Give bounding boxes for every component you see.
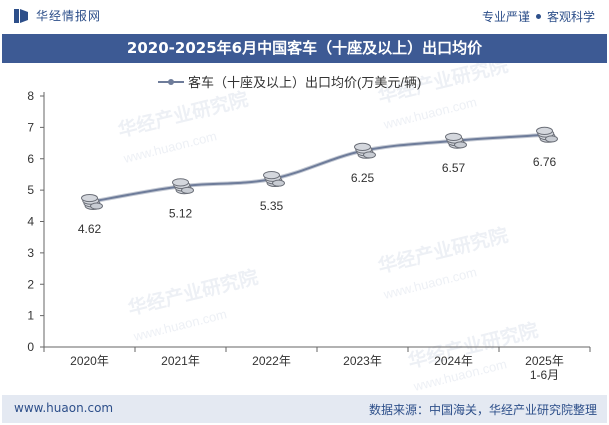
coin-icon (90, 202, 103, 210)
plot-area: 4.62 5.12 5.35 6.25 6.57 6.76 (78, 126, 558, 236)
data-label: 6.57 (442, 161, 466, 175)
x-tick-label: 2020年 (70, 354, 109, 368)
brand-logo-icon (14, 8, 28, 23)
data-label: 6.76 (533, 155, 557, 169)
coin-stack-icon (354, 142, 371, 152)
coin-icon (272, 179, 285, 187)
data-point-marker (81, 193, 103, 210)
data-label: 5.12 (169, 206, 193, 220)
data-point-marker (536, 126, 558, 143)
top-bar: 华经情报网 专业严谨 客观科学 (0, 0, 609, 34)
watermark-text: 华经产业研究院 (116, 87, 251, 141)
coin-icon (454, 141, 467, 149)
watermark: 华经产业研究院 www.huaon.com 华经产业研究院 www.huaon.… (116, 63, 541, 394)
slogan-left: 专业严谨 (481, 10, 530, 24)
y-tick-label: 3 (27, 246, 34, 260)
x-axis: 2020年 2021年 2022年 2023年 2024年 2025年 1-6月 (43, 346, 591, 382)
y-axis: 0 1 2 3 4 5 6 7 8 (27, 89, 45, 354)
coin-stack-icon (172, 178, 189, 187)
brand-name: 华经情报网 (36, 9, 102, 23)
x-tick-label: 2024年 (434, 354, 473, 368)
watermark-text: 华经产业研究院 (376, 223, 511, 277)
slogan: 专业严谨 客观科学 (482, 8, 595, 25)
footer: www.huaon.com 数据来源：中国海关，华经产业研究院整理 (2, 395, 607, 423)
data-point-marker (445, 132, 467, 149)
line-chart: 华经产业研究院 www.huaon.com 华经产业研究院 www.huaon.… (27, 63, 591, 394)
chart-legend: 客车（十座及以上）出口均价(万美元/辆) (158, 75, 421, 90)
coin-stack-icon (81, 193, 98, 203)
coin-stack-icon (263, 171, 280, 180)
coin-stack-icon (536, 126, 553, 136)
coin-icon (363, 151, 376, 159)
legend-marker-icon (168, 79, 174, 85)
data-label: 6.25 (351, 171, 375, 185)
footer-website: www.huaon.com (14, 401, 114, 415)
y-tick-label: 5 (27, 183, 34, 197)
data-label: 4.62 (78, 222, 102, 236)
x-tick-label: 2022年 (252, 354, 291, 368)
coin-stack-icon (445, 132, 462, 141)
y-tick-label: 4 (27, 215, 34, 229)
y-tick-label: 8 (27, 89, 34, 103)
watermark-text: 华经产业研究院 (126, 265, 261, 319)
brand: 华经情报网 (14, 7, 101, 24)
data-point-marker (172, 178, 194, 195)
footer-source: 数据来源：中国海关，华经产业研究院整理 (368, 403, 597, 417)
y-tick-label: 0 (27, 340, 34, 354)
x-tick-label: 2021年 (161, 354, 200, 368)
chart-title: 2020-2025年6月中国客车（十座及以上）出口均价 (2, 34, 607, 63)
legend-label: 客车（十座及以上）出口均价(万美元/辆) (188, 75, 421, 90)
x-tick-label: 2025年 1-6月 (525, 354, 564, 382)
coin-icon (545, 135, 558, 143)
y-tick-label: 6 (27, 152, 34, 166)
data-point-marker (354, 142, 376, 159)
y-tick-label: 2 (27, 277, 34, 291)
slogan-dot-icon (535, 14, 541, 19)
data-label: 5.35 (260, 199, 284, 213)
coin-icon (181, 186, 194, 194)
x-tick-label: 2023年 (343, 354, 382, 368)
y-tick-label: 1 (27, 309, 34, 323)
y-tick-label: 7 (27, 120, 34, 134)
data-point-marker (263, 171, 285, 188)
slogan-right: 客观科学 (546, 10, 595, 24)
